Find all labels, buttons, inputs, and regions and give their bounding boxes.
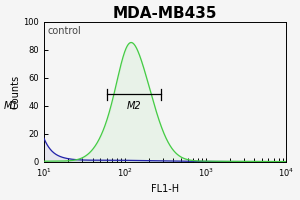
Y-axis label: Counts: Counts [11, 75, 20, 109]
X-axis label: FL1-H: FL1-H [151, 184, 179, 194]
Text: control: control [48, 26, 82, 36]
Text: M1: M1 [4, 101, 19, 111]
Title: MDA-MB435: MDA-MB435 [113, 6, 218, 21]
Text: M2: M2 [127, 101, 141, 111]
